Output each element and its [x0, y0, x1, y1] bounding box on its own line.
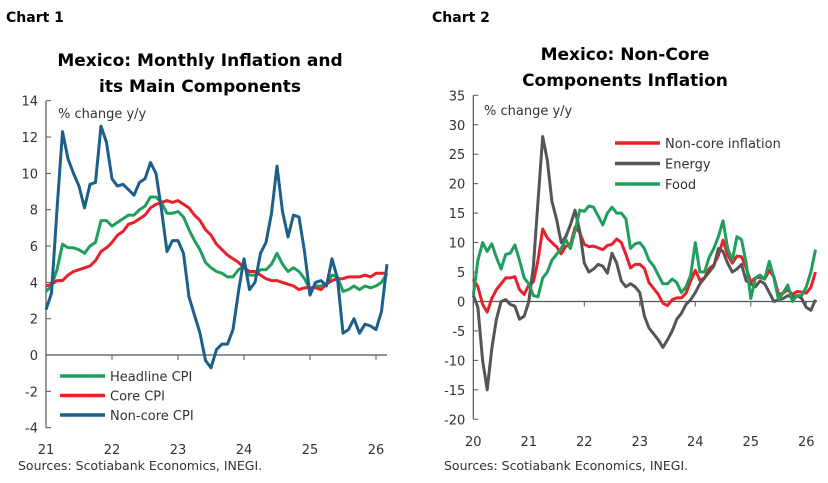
legend-label: Headline CPI — [110, 370, 192, 385]
x-tick-label: 20 — [465, 435, 482, 450]
series-line-energy — [471, 135, 817, 392]
y-tick-label: -10 — [444, 354, 465, 369]
x-tick-label: 23 — [170, 443, 187, 458]
y-tick-label: -4 — [25, 422, 38, 437]
x-tick-label: 24 — [687, 435, 704, 450]
chart-1-y-unit: % change y/y — [58, 107, 147, 122]
legend-label: Core CPI — [110, 390, 165, 405]
chart-2-axes: -20 -15 -10 -5 0 5 10 15 20 25 30 35 20 21 22 23 24 25 26 — [444, 89, 817, 450]
y-tick-label: 10 — [21, 167, 38, 182]
y-tick-label: 15 — [449, 207, 466, 222]
y-tick-label: -15 — [444, 384, 465, 399]
chart-1-legend: Headline CPI Core CPI Non-core CPI — [60, 370, 194, 424]
y-tick-label: 8 — [30, 204, 38, 219]
chart-2-lines — [471, 135, 817, 392]
x-tick-label: 21 — [521, 435, 538, 450]
y-tick-label: 0 — [30, 349, 38, 364]
y-tick-label: 25 — [449, 148, 466, 163]
y-tick-label: 35 — [449, 89, 466, 104]
chart-2-legend: Non-core inflation Energy Food — [615, 137, 781, 193]
y-tick-label: 14 — [21, 95, 38, 110]
chart-1-title-line-1: Mexico: Monthly Inflation and — [57, 51, 342, 71]
x-tick-label: 22 — [104, 443, 121, 458]
chart-1: Chart 1 Mexico: Monthly Inflation and it… — [6, 10, 389, 473]
x-tick-label: 22 — [576, 435, 593, 450]
series-line-food — [471, 204, 817, 303]
chart-1-source: Sources: Scotiabank Economics, INEGI. — [18, 458, 262, 473]
y-tick-label: 5 — [457, 266, 465, 281]
series-line-core-cpi — [45, 199, 387, 292]
y-tick-label: 30 — [449, 119, 466, 134]
y-tick-label: -20 — [444, 413, 465, 428]
y-tick-label: -5 — [452, 325, 465, 340]
y-tick-label: 12 — [21, 131, 38, 146]
chart-2-title-line-2: Components Inflation — [522, 71, 728, 91]
y-tick-label: 4 — [30, 276, 38, 291]
legend-label: Non-core CPI — [110, 409, 194, 424]
legend-label: Food — [665, 178, 696, 193]
x-tick-label: 26 — [798, 435, 815, 450]
chart-2-label: Chart 2 — [432, 10, 490, 26]
chart-1-label: Chart 1 — [6, 10, 64, 26]
chart-2: Chart 2 Mexico: Non-Core Components Infl… — [432, 10, 817, 473]
x-tick-label: 24 — [236, 443, 253, 458]
x-tick-label: 23 — [632, 435, 649, 450]
x-tick-label: 25 — [743, 435, 760, 450]
y-tick-label: 10 — [449, 237, 466, 252]
legend-label: Energy — [665, 158, 711, 173]
y-tick-label: -2 — [25, 385, 38, 400]
series-line-non-core-inflation — [472, 225, 817, 314]
chart-2-title-line-1: Mexico: Non-Core — [541, 45, 710, 65]
chart-2-y-unit: % change y/y — [484, 104, 573, 119]
chart-1-lines — [44, 124, 389, 370]
x-tick-label: 21 — [38, 443, 55, 458]
x-tick-label: 25 — [302, 443, 319, 458]
chart-1-title-line-2: its Main Components — [99, 77, 301, 97]
series-line-headline-cpi — [44, 195, 389, 293]
y-tick-label: 2 — [30, 313, 38, 328]
x-tick-label: 26 — [368, 443, 385, 458]
series-line-non-core-cpi — [44, 124, 389, 370]
y-tick-label: 20 — [449, 178, 466, 193]
legend-label: Non-core inflation — [665, 137, 781, 152]
chart-2-source: Sources: Scotiabank Economics, INEGI. — [444, 458, 688, 473]
y-tick-label: 0 — [457, 295, 465, 310]
y-tick-label: 6 — [30, 240, 38, 255]
